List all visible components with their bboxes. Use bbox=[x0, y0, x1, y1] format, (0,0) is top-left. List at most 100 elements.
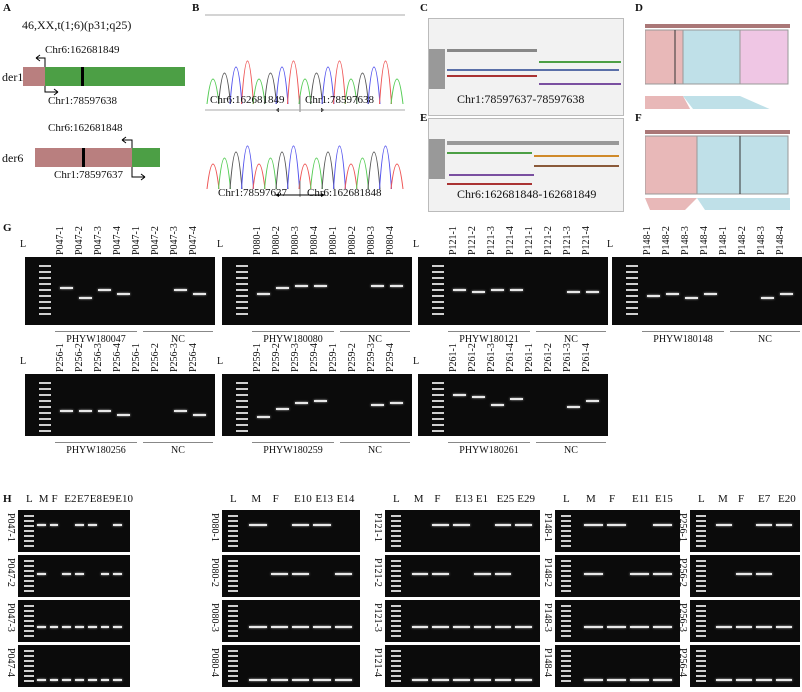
ladder-band bbox=[39, 382, 51, 384]
negative-control-label: NC bbox=[730, 331, 800, 345]
ladder-band bbox=[24, 605, 34, 607]
pcr-band bbox=[491, 289, 504, 291]
chromatogram-top-right-label: Chr1:78597638 bbox=[305, 94, 375, 106]
pcr-band bbox=[98, 289, 111, 291]
chromatogram-peak bbox=[333, 145, 346, 190]
negative-control-label: NC bbox=[143, 442, 213, 456]
ladder-band bbox=[696, 635, 706, 637]
pcr-band bbox=[249, 679, 267, 681]
ladder-band bbox=[391, 625, 401, 627]
pcr-band bbox=[79, 297, 92, 299]
pcr-band bbox=[75, 679, 84, 681]
ladder-band bbox=[228, 565, 238, 567]
chromatogram-peak bbox=[241, 60, 254, 105]
pcr-band bbox=[100, 573, 110, 575]
chromatogram-peak bbox=[252, 163, 266, 190]
ladder-band bbox=[432, 271, 444, 273]
lane-label: P148-2 bbox=[661, 226, 672, 255]
lane-label: P261-4 bbox=[505, 343, 516, 372]
ladder-band bbox=[432, 382, 444, 384]
lane-header: L bbox=[698, 493, 705, 505]
pcr-band bbox=[371, 285, 384, 287]
ladder-band bbox=[228, 535, 238, 537]
pcr-band bbox=[515, 626, 532, 628]
ladder-band bbox=[561, 625, 571, 627]
sample-group-label: PHYW180256 bbox=[55, 442, 137, 456]
ladder-band bbox=[561, 565, 571, 567]
chromatogram-peak bbox=[356, 157, 369, 190]
pcr-band bbox=[653, 679, 672, 681]
pcr-band bbox=[313, 524, 331, 526]
lane-label: P261-2 bbox=[467, 343, 478, 372]
der6-chr6-segment bbox=[132, 148, 160, 167]
chromatogram-peak bbox=[275, 66, 289, 105]
ladder-band bbox=[228, 680, 238, 682]
lane-label: P121-4 bbox=[505, 226, 516, 255]
ladder-band bbox=[228, 540, 238, 542]
ladder-band bbox=[236, 412, 248, 414]
ladder-band bbox=[391, 635, 401, 637]
lane-label: P080-4 bbox=[309, 226, 320, 255]
ladder-band bbox=[391, 660, 401, 662]
ladder-band bbox=[39, 289, 51, 291]
pcr-band bbox=[117, 293, 130, 295]
lane-header: M bbox=[251, 493, 262, 505]
gel-image bbox=[385, 645, 540, 687]
pcr-band bbox=[736, 679, 752, 681]
gel-image bbox=[222, 374, 412, 436]
ladder-band bbox=[228, 560, 238, 562]
ladder-band bbox=[696, 575, 706, 577]
pcr-band bbox=[756, 626, 772, 628]
ladder-band bbox=[236, 301, 248, 303]
karyotype-label: 46,XX,t(1;6)(p31;q25) bbox=[22, 18, 132, 32]
ladder-band bbox=[24, 680, 34, 682]
ladder-band bbox=[696, 565, 706, 567]
lane-label: P259-4 bbox=[309, 343, 320, 372]
ladder-band bbox=[561, 580, 571, 582]
lane-label: P261-1 bbox=[448, 343, 459, 372]
pcr-band bbox=[607, 524, 626, 526]
lane-header: E1 bbox=[475, 493, 489, 505]
ladder-band bbox=[561, 680, 571, 682]
ladder-band bbox=[228, 515, 238, 517]
gel-image bbox=[385, 555, 540, 597]
igv-view-c: Chr1:78597637-78597638 bbox=[428, 18, 624, 116]
chromatogram-peak bbox=[206, 163, 220, 190]
ladder-band bbox=[24, 630, 34, 632]
ladder-band bbox=[561, 620, 571, 622]
ladder-band bbox=[236, 289, 248, 291]
ladder-band bbox=[696, 545, 706, 547]
ladder-band bbox=[432, 394, 444, 396]
lane-label: P148-1 bbox=[718, 226, 729, 255]
gel-image bbox=[690, 600, 800, 642]
ladder-band bbox=[391, 675, 401, 677]
ladder-band bbox=[228, 590, 238, 592]
negative-control-label: NC bbox=[536, 331, 606, 345]
ladder-band bbox=[561, 535, 571, 537]
ladder-band bbox=[561, 560, 571, 562]
pcr-band bbox=[756, 573, 772, 575]
ladder-band bbox=[391, 680, 401, 682]
ladder-band bbox=[696, 525, 706, 527]
sample-group-label: PHYW180148 bbox=[642, 331, 724, 345]
pcr-band bbox=[276, 287, 289, 289]
chromatogram-peak bbox=[390, 163, 404, 190]
pcr-band bbox=[685, 297, 698, 299]
ladder-band bbox=[24, 580, 34, 582]
ladder-band bbox=[696, 665, 706, 667]
ladder-band bbox=[696, 610, 706, 612]
lane-header: E29 bbox=[517, 493, 536, 505]
ladder-band bbox=[24, 675, 34, 677]
ladder-band bbox=[39, 265, 51, 267]
gel-image bbox=[555, 555, 680, 597]
pcr-band bbox=[432, 524, 450, 526]
pcr-band bbox=[334, 573, 352, 575]
pcr-band bbox=[62, 573, 71, 575]
lane-label: P259-1 bbox=[252, 343, 263, 372]
pcr-band bbox=[584, 679, 603, 681]
gel-image bbox=[555, 645, 680, 687]
pcr-band bbox=[113, 626, 122, 628]
gel-image bbox=[418, 374, 608, 436]
pcr-band bbox=[295, 285, 308, 287]
ladder-band bbox=[561, 545, 571, 547]
